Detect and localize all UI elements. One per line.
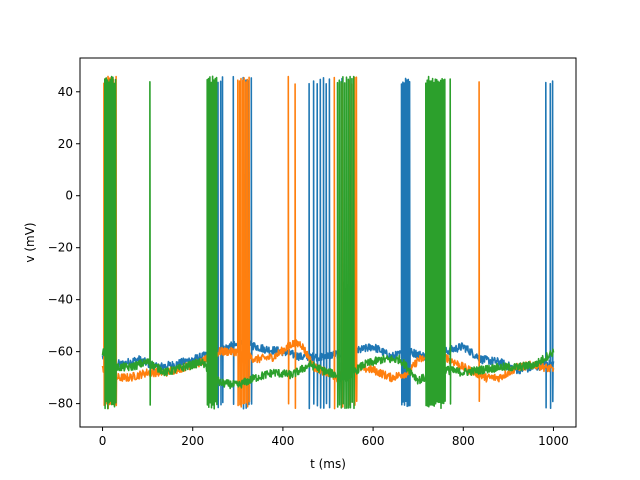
y-tick-label: −20 <box>48 241 73 255</box>
y-tick-label: −40 <box>48 293 73 307</box>
x-tick-label: 800 <box>452 434 475 448</box>
x-axis: 0 200 400 600 800 1000 <box>99 427 569 448</box>
y-tick-label: 20 <box>58 137 73 151</box>
x-tick-label: 600 <box>362 434 385 448</box>
y-tick-label: 0 <box>65 189 73 203</box>
y-tick-label: 40 <box>58 85 73 99</box>
y-axis: −80 −60 −40 −20 0 20 40 <box>48 85 80 411</box>
y-axis-label: v (mV) <box>23 222 37 262</box>
x-tick-label: 200 <box>181 434 204 448</box>
x-tick-label: 0 <box>99 434 107 448</box>
x-axis-label: t (ms) <box>310 457 346 471</box>
x-tick-label: 1000 <box>538 434 569 448</box>
plot-frame <box>79 57 577 428</box>
y-tick-label: −60 <box>48 345 73 359</box>
series-layer <box>101 75 555 410</box>
series-line-3 <box>101 75 555 410</box>
x-tick-label: 400 <box>271 434 294 448</box>
series-line-1 <box>101 75 555 410</box>
y-tick-label: −80 <box>48 397 73 411</box>
